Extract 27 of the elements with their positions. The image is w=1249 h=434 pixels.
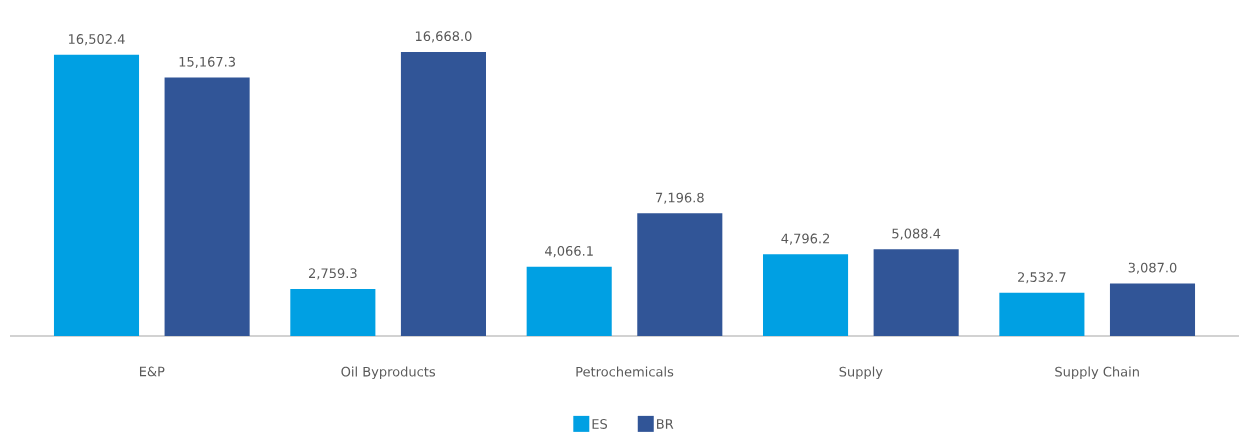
x-tick-label: Supply Chain bbox=[1055, 366, 1139, 380]
bar bbox=[1109, 283, 1196, 336]
bar bbox=[873, 249, 959, 336]
data-label: 16,502.4 bbox=[68, 34, 125, 46]
bar bbox=[763, 254, 849, 336]
bar bbox=[526, 266, 612, 336]
data-label: 5,088.4 bbox=[892, 228, 941, 240]
x-tick-label: Oil Byproducts bbox=[341, 366, 436, 380]
data-label: 16,668.0 bbox=[415, 31, 472, 43]
bar bbox=[400, 51, 486, 336]
legend-label: ES bbox=[592, 419, 608, 429]
bar bbox=[290, 288, 376, 336]
bar bbox=[164, 77, 250, 336]
bar bbox=[999, 292, 1085, 336]
data-label: 4,796.2 bbox=[781, 233, 830, 245]
x-tick-label: E&P bbox=[139, 366, 165, 377]
data-label: 2,759.3 bbox=[308, 268, 357, 280]
legend-label: BR bbox=[657, 419, 674, 429]
bar bbox=[53, 54, 140, 336]
x-tick-label: Petrochemicals bbox=[576, 366, 674, 377]
data-label: 15,167.3 bbox=[179, 56, 236, 68]
data-label: 4,066.1 bbox=[545, 246, 593, 258]
data-label: 2,532.7 bbox=[1018, 272, 1066, 284]
data-label: 3,087.0 bbox=[1128, 262, 1177, 274]
x-tick-label: Supply bbox=[839, 366, 883, 380]
data-label: 7,196.8 bbox=[656, 192, 704, 204]
bar bbox=[637, 213, 723, 336]
